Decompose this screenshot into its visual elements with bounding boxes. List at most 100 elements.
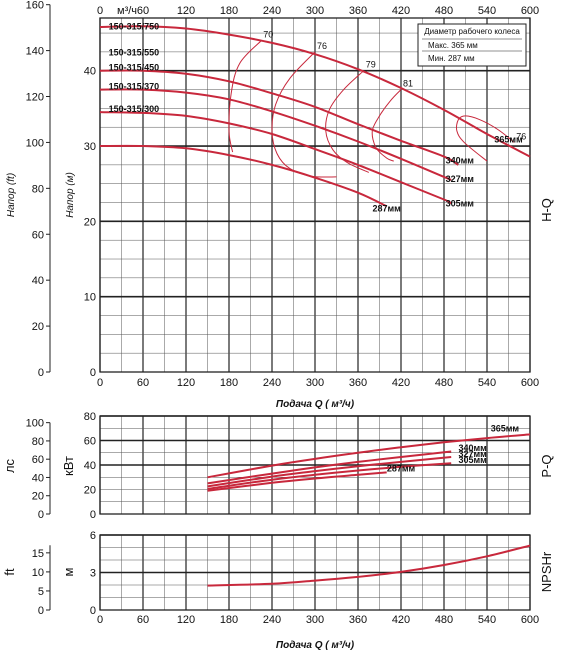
efficiency-curve (371, 89, 402, 162)
x-tick-label: 0 (97, 614, 103, 626)
plot-frame (99, 415, 531, 515)
x-tick-label: 0 (97, 377, 103, 389)
x-tick-label: 300 (306, 614, 324, 626)
ft-tick-label: 0 (38, 605, 44, 617)
top-x-tick-label: 240 (263, 5, 281, 17)
side-label-pq: P-Q (539, 454, 554, 477)
x-tick-label: 420 (392, 377, 410, 389)
ft-tick-label: 60 (32, 229, 44, 241)
hq-curve (99, 88, 452, 181)
impeller-diameter-label: 305мм (458, 455, 487, 465)
plot-frame (99, 534, 531, 611)
efficiency-label: 70 (263, 30, 273, 40)
impeller-diameter-label: 340мм (446, 155, 475, 165)
ft-tick-label: 120 (26, 92, 44, 104)
top-x-tick-label: 360 (349, 5, 367, 17)
efficiency-curve (228, 40, 262, 153)
side-label-hq: H-Q (539, 198, 554, 222)
efficiency-label: 79 (366, 60, 376, 70)
x-tick-label: 180 (220, 377, 238, 389)
hp-tick-label: 0 (38, 509, 44, 521)
x-tick-label: 120 (177, 377, 195, 389)
ft-tick-label: 5 (38, 586, 44, 598)
x-tick-label: 480 (435, 377, 453, 389)
pq-curve (207, 456, 452, 488)
x-tick-label: 480 (435, 614, 453, 626)
x-tick-label: 360 (349, 614, 367, 626)
ft-tick-label: 100 (26, 137, 44, 149)
impeller-diameter-label: 327мм (446, 174, 475, 184)
pq-curve (207, 433, 531, 479)
model-label: 150-315/550 (109, 48, 160, 58)
efficiency-curve (456, 115, 515, 162)
pq-curve (207, 471, 387, 492)
x-axis-title: Подача Q ( м³/ч) (276, 640, 355, 651)
x-tick-label: 360 (349, 377, 367, 389)
x-tick-label: 540 (478, 614, 496, 626)
y-tick-label-m: 20 (84, 216, 96, 228)
ft-tick-label: 140 (26, 46, 44, 58)
y-axis-title-ft: Напор (ft) (6, 173, 17, 217)
y-tick-label-kw: 60 (84, 436, 96, 448)
top-x-tick-label: 180 (220, 5, 238, 17)
legend-box (417, 23, 527, 67)
npsh-curve (207, 544, 531, 587)
top-x-tick-label: 300 (306, 5, 324, 17)
x-tick-label: 240 (263, 614, 281, 626)
y-tick-label-m: 3 (90, 568, 96, 580)
y-tick-label-kw: 20 (84, 485, 96, 497)
y-tick-label-kw: 40 (84, 460, 96, 472)
npsh-chart: 0 60 120 180 240 300 360 420 480 540 600036051015f… (2, 530, 554, 651)
x-tick-label: 60 (137, 377, 149, 389)
top-x-tick-label: 0 (97, 5, 103, 17)
hp-tick-label: 60 (32, 454, 44, 466)
y-axis-title-kw: кВт (61, 456, 76, 476)
top-x-tick-label: 420 (392, 5, 410, 17)
y-tick-label-m: 10 (84, 292, 96, 304)
y-tick-label-m: 0 (90, 605, 96, 617)
legend-title: Диаметр рабочего колеса (424, 27, 520, 36)
impeller-diameter-label: 340мм (458, 443, 487, 453)
hp-tick-label: 20 (32, 491, 44, 503)
hp-tick-label: 100 (26, 418, 44, 430)
y-axis-title-hp: лс (2, 458, 17, 473)
x-tick-label: 600 (521, 614, 539, 626)
hp-tick-label: 40 (32, 472, 44, 484)
x-tick-label: 600 (521, 377, 539, 389)
model-label: 150-315/300 (109, 104, 160, 114)
x-tick-label: 180 (220, 614, 238, 626)
efficiency-curve (325, 70, 370, 173)
model-label: 150-315/750 (109, 21, 160, 31)
ft-tick-label: 20 (32, 321, 44, 333)
y-tick-label-kw: 80 (84, 411, 96, 423)
ft-tick-label: 160 (26, 0, 44, 12)
hq-curve (99, 144, 388, 208)
ft-tick-label: 80 (32, 183, 44, 195)
impeller-diameter-label: 305мм (446, 198, 475, 208)
impeller-diameter-label: 365мм (494, 134, 523, 144)
top-x-tick-label: 600 (521, 5, 539, 17)
ft-tick-label: 0 (38, 367, 44, 379)
x-tick-label: 60 (137, 614, 149, 626)
impeller-diameter-label: 365мм (491, 423, 520, 433)
impeller-diameter-label: 287мм (372, 204, 401, 214)
y-tick-label-m: 40 (84, 66, 96, 78)
x-axis-title: Подача Q ( м³/ч) (276, 399, 355, 410)
plot-frame (99, 17, 531, 373)
top-x-tick-label: 540 (478, 5, 496, 17)
top-x-tick-label: 480 (435, 5, 453, 17)
impeller-diameter-label: 287мм (387, 464, 416, 474)
y-tick-label-m: 0 (90, 367, 96, 379)
impeller-legend: Диаметр рабочего колеса Макс. 365 мм Мин. … (417, 23, 527, 67)
y-tick-label-m: 6 (90, 530, 96, 542)
ft-tick-label: 40 (32, 275, 44, 287)
legend-min: Мин. 287 мм (428, 54, 475, 63)
ft-tick-label: 10 (32, 567, 44, 579)
x-tick-label: 120 (177, 614, 195, 626)
y-axis-title-m: Напор (м) (65, 172, 76, 218)
impeller-diameter-label: 327мм (458, 449, 487, 459)
efficiency-label: 76 (317, 41, 327, 51)
